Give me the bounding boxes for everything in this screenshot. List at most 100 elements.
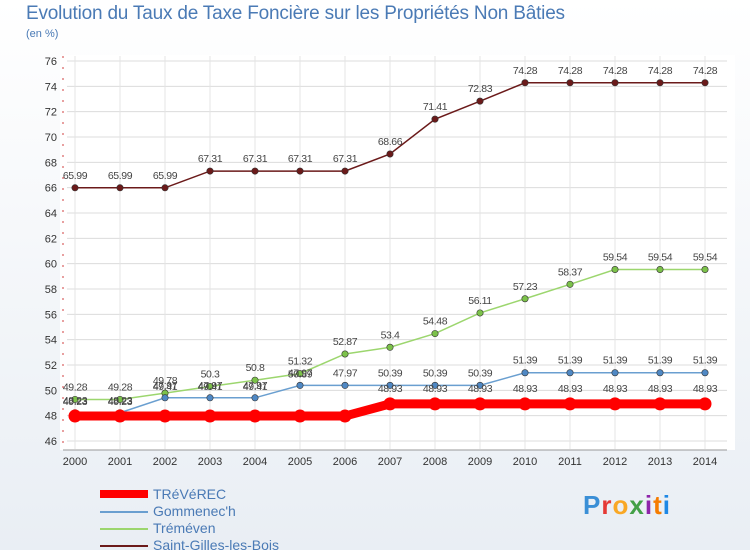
data-point — [656, 265, 664, 273]
data-label: 48.93 — [423, 383, 448, 395]
data-label: 48.93 — [603, 383, 628, 395]
x-tick-label: 2010 — [513, 456, 537, 468]
data-label: 49.23 — [63, 396, 88, 408]
data-label: 50.39 — [468, 367, 493, 379]
x-tick-label: 2004 — [243, 456, 267, 468]
data-point — [518, 397, 532, 411]
data-point — [611, 369, 619, 377]
data-point — [566, 369, 574, 377]
data-point — [431, 381, 439, 389]
legend-swatch — [100, 528, 148, 530]
data-label: 52.87 — [333, 336, 358, 348]
data-point — [341, 350, 349, 358]
data-label: 49.41 — [243, 381, 268, 393]
y-tick-label: 60 — [45, 259, 57, 271]
data-point — [248, 409, 262, 423]
data-label: 47.97 — [243, 380, 268, 392]
data-point — [611, 79, 619, 87]
data-label: 58.37 — [558, 266, 583, 278]
data-label: 48.93 — [513, 383, 538, 395]
chart-title: Evolution du Taux de Taxe Foncière sur l… — [26, 3, 565, 24]
series-tr-v-rec — [68, 397, 712, 423]
data-label: 51.39 — [603, 355, 628, 367]
data-label: 49.41 — [153, 381, 178, 393]
data-point — [161, 184, 169, 192]
data-label: 49.28 — [63, 381, 88, 393]
data-label: 56.11 — [468, 295, 492, 307]
data-point — [701, 265, 709, 273]
data-point — [341, 167, 349, 175]
data-label: 59.54 — [693, 251, 718, 263]
y-tick-label: 70 — [45, 132, 57, 144]
x-tick-label: 2012 — [603, 456, 627, 468]
data-label: 57.23 — [513, 281, 538, 293]
data-point — [251, 394, 259, 402]
data-label: 48.93 — [693, 383, 718, 395]
data-label: 47.97 — [333, 367, 358, 379]
legend-swatch — [100, 545, 148, 547]
proxiti-logo: Proxiti — [583, 490, 671, 521]
data-label: 67.31 — [288, 153, 313, 165]
data-point — [203, 409, 217, 423]
legend: TRéVéREC Gommenec'h Tréméven Saint-Gilles-l… — [100, 486, 400, 554]
y-tick-label: 58 — [45, 284, 57, 296]
data-point — [566, 280, 574, 288]
x-tick-label: 2006 — [333, 456, 357, 468]
x-tick-label: 2003 — [198, 456, 222, 468]
data-point — [386, 343, 394, 351]
data-point — [68, 409, 82, 423]
data-label: 51.39 — [648, 355, 673, 367]
x-tick-label: 2007 — [378, 456, 402, 468]
data-label: 50.39 — [378, 367, 403, 379]
data-label: 74.28 — [603, 65, 628, 77]
data-label: 48.23 — [108, 395, 133, 407]
data-label: 67.31 — [333, 153, 358, 165]
data-point — [296, 370, 304, 378]
y-tick-label: 74 — [45, 81, 57, 93]
data-point — [296, 167, 304, 175]
data-label: 47.97 — [288, 367, 313, 379]
x-tick-label: 2009 — [468, 456, 492, 468]
legend-label: TRéVéREC — [153, 486, 227, 502]
legend-swatch — [100, 511, 148, 513]
y-tick-label: 72 — [45, 107, 57, 119]
logo-letter: i — [662, 490, 671, 520]
data-label: 51.39 — [693, 355, 718, 367]
data-label: 50.39 — [423, 367, 448, 379]
y-tick-label: 76 — [45, 56, 57, 68]
data-label: 49.78 — [153, 375, 178, 387]
legend-item: Tréméven — [100, 520, 400, 537]
data-point — [383, 397, 397, 411]
x-tick-label: 2000 — [63, 456, 87, 468]
data-point — [206, 383, 214, 391]
data-point — [206, 167, 214, 175]
data-point — [431, 330, 439, 338]
logo-letter: o — [612, 490, 630, 520]
data-point — [566, 79, 574, 87]
data-label: 74.28 — [513, 65, 538, 77]
data-point — [386, 381, 394, 389]
data-label: 54.48 — [423, 316, 448, 328]
data-point — [521, 369, 529, 377]
legend-item: Gommenec'h — [100, 503, 400, 520]
data-point — [653, 397, 667, 411]
legend-swatch — [100, 490, 148, 498]
data-label: 53.4 — [381, 329, 400, 341]
data-label: 65.99 — [108, 170, 133, 182]
data-point — [428, 397, 442, 411]
data-label: 72.83 — [468, 83, 493, 95]
data-label: 68.66 — [378, 136, 403, 148]
data-point — [116, 395, 124, 403]
series-tr-m-ven: 49.28 49.28 49.78 50.3 50.8 51.32 52.87 53.4 54.… — [63, 251, 718, 403]
data-point — [251, 376, 259, 384]
data-point — [293, 409, 307, 423]
data-point — [656, 79, 664, 87]
data-point — [476, 97, 484, 105]
data-label: 47.97 — [153, 380, 178, 392]
data-label: 49.23 — [108, 396, 133, 408]
data-label: 48.93 — [558, 383, 583, 395]
data-point — [701, 369, 709, 377]
data-label: 50.8 — [246, 362, 265, 374]
